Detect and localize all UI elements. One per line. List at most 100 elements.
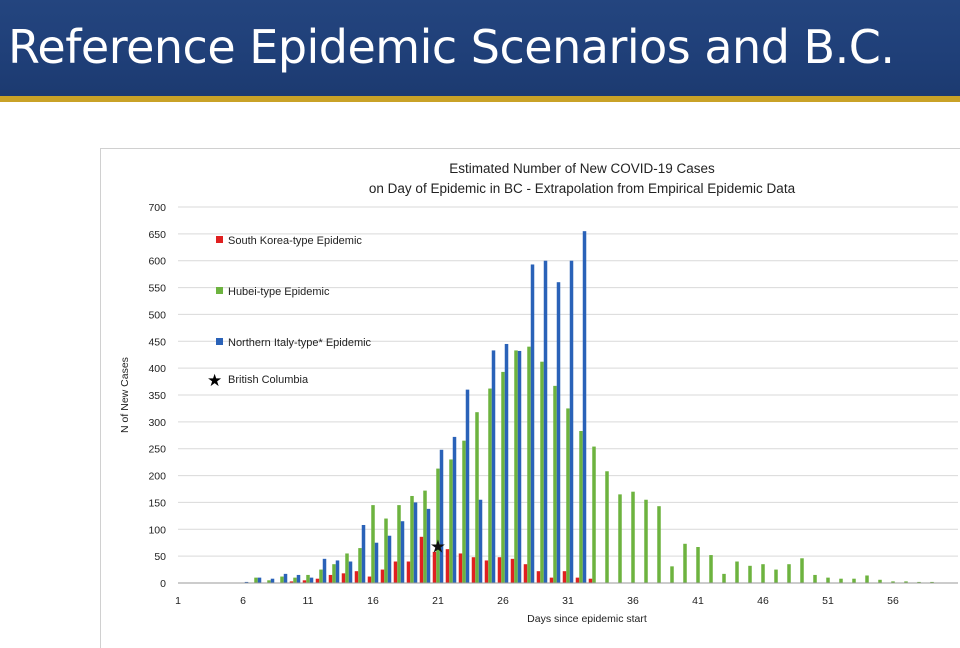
bar-italy-day-14 [348, 561, 353, 583]
slide-header: Reference Epidemic Scenarios and B.C. [0, 0, 960, 102]
bar-italy-day-26 [504, 343, 509, 583]
bar-south_korea-day-19 [406, 561, 411, 583]
y-tick-label: 600 [148, 256, 166, 268]
bar-hubei-day-28 [527, 346, 531, 583]
bar-italy-day-16 [374, 542, 379, 583]
bar-italy-day-10 [296, 574, 301, 583]
bar-south_korea-day-14 [341, 573, 346, 583]
bar-hubei-day-34 [605, 471, 609, 583]
bar-hubei-day-47 [774, 569, 778, 583]
bar-hubei-day-18 [397, 505, 401, 583]
bar-south_korea-day-29 [536, 571, 541, 583]
bar-hubei-day-46 [761, 564, 765, 583]
x-tick-label: 1 [175, 595, 181, 607]
bar-hubei-day-40 [683, 543, 687, 583]
bar-hubei-day-29 [540, 361, 544, 583]
markers: ★ [430, 536, 446, 557]
bar-hubei-day-55 [878, 579, 882, 583]
bar-hubei-day-53 [852, 578, 856, 583]
bar-hubei-day-57 [904, 581, 908, 583]
bar-south_korea-day-31 [562, 571, 567, 583]
bar-hubei-day-48 [787, 564, 791, 583]
x-tick-label: 6 [240, 595, 246, 607]
bar-hubei-day-32 [579, 430, 583, 583]
bar-italy-day-7 [257, 577, 262, 583]
legend-swatch-hubei [216, 287, 223, 294]
bar-italy-day-22 [452, 436, 457, 583]
bar-italy-day-21 [439, 449, 444, 583]
bar-hubei-day-12 [319, 569, 323, 583]
bar-hubei-day-20 [423, 490, 427, 583]
bar-hubei-day-38 [657, 506, 661, 583]
bar-italy-day-13 [335, 560, 340, 583]
bar-south_korea-day-12 [315, 578, 320, 583]
x-tick-label: 21 [432, 595, 444, 607]
x-tick-label: 26 [497, 595, 509, 607]
legend-label-hubei: Hubei-type Epidemic [228, 286, 330, 298]
bar-italy-day-25 [491, 350, 496, 583]
bar-south_korea-day-30 [549, 577, 554, 583]
marker-star-icon: ★ [430, 536, 446, 557]
y-tick-label: 350 [148, 390, 166, 402]
bar-italy-day-20 [426, 508, 431, 583]
bar-hubei-day-44 [735, 561, 739, 583]
bar-hubei-day-52 [839, 578, 843, 583]
bar-hubei-day-56 [891, 581, 895, 583]
bar-south_korea-day-17 [380, 569, 385, 583]
legend-label-south-korea: South Korea-type Epidemic [228, 235, 362, 247]
legend-swatch-south-korea [216, 236, 223, 243]
y-tick-label: 400 [148, 363, 166, 375]
bar-italy-day-6 [244, 581, 249, 583]
bar-hubei-day-23 [462, 440, 466, 583]
chart-title-line-1: Estimated Number of New COVID-19 Cases [449, 161, 715, 176]
bar-south_korea-day-26 [497, 557, 502, 583]
bar-hubei-day-27 [514, 350, 518, 583]
x-tick-label: 36 [627, 595, 639, 607]
bar-italy-day-17 [387, 535, 392, 583]
y-tick-label: 500 [148, 309, 166, 321]
bar-italy-day-8 [270, 578, 275, 583]
bar-italy-day-28 [530, 264, 535, 583]
legend: South Korea-type Epidemic Hubei-type Epi… [207, 235, 372, 391]
x-axis-label: Days since epidemic start [527, 613, 647, 625]
bar-south_korea-day-20 [419, 536, 424, 583]
bar-south_korea-day-32 [575, 577, 580, 583]
bar-south_korea-day-11 [302, 580, 307, 583]
bar-hubei-day-39 [670, 566, 674, 583]
bar-hubei-day-49 [800, 558, 804, 583]
bar-hubei-day-36 [631, 491, 635, 583]
x-tick-label: 41 [692, 595, 704, 607]
bar-italy-day-23 [465, 389, 470, 583]
bars [244, 231, 934, 584]
x-tick-label: 31 [562, 595, 574, 607]
bar-south_korea-day-15 [354, 571, 359, 583]
bar-italy-day-27 [517, 350, 522, 583]
y-tick-label: 250 [148, 444, 166, 456]
bar-italy-day-18 [400, 521, 405, 583]
axes: 0 50 100 150 200 250 300 350 400 450 500 550 600 650 7… [148, 202, 958, 607]
bar-italy-day-29 [543, 260, 548, 583]
bar-hubei-day-58 [917, 581, 921, 583]
x-tick-label: 56 [887, 595, 899, 607]
x-tick-label: 11 [303, 595, 314, 607]
bar-italy-day-9 [283, 573, 288, 583]
bar-hubei-day-8 [267, 580, 271, 583]
bar-hubei-day-13 [332, 564, 336, 583]
y-tick-label: 300 [148, 417, 166, 429]
bar-italy-day-19 [413, 502, 418, 583]
bar-hubei-day-22 [449, 459, 453, 583]
bar-hubei-day-41 [696, 547, 700, 583]
bar-italy-day-31 [569, 260, 574, 583]
y-tick-label: 50 [154, 551, 166, 563]
legend-label-italy: Northern Italy-type* Epidemic [228, 337, 372, 349]
bar-italy-day-24 [478, 499, 483, 583]
bar-hubei-day-24 [475, 412, 479, 583]
bar-italy-day-12 [322, 558, 327, 583]
bar-hubei-day-11 [306, 574, 310, 583]
x-tick-label: 16 [367, 595, 379, 607]
bar-hubei-day-33 [592, 446, 596, 583]
legend-label-bc: British Columbia [228, 374, 309, 386]
bar-hubei-day-50 [813, 574, 817, 583]
bar-south_korea-day-27 [510, 558, 515, 583]
bar-hubei-day-25 [488, 388, 492, 583]
